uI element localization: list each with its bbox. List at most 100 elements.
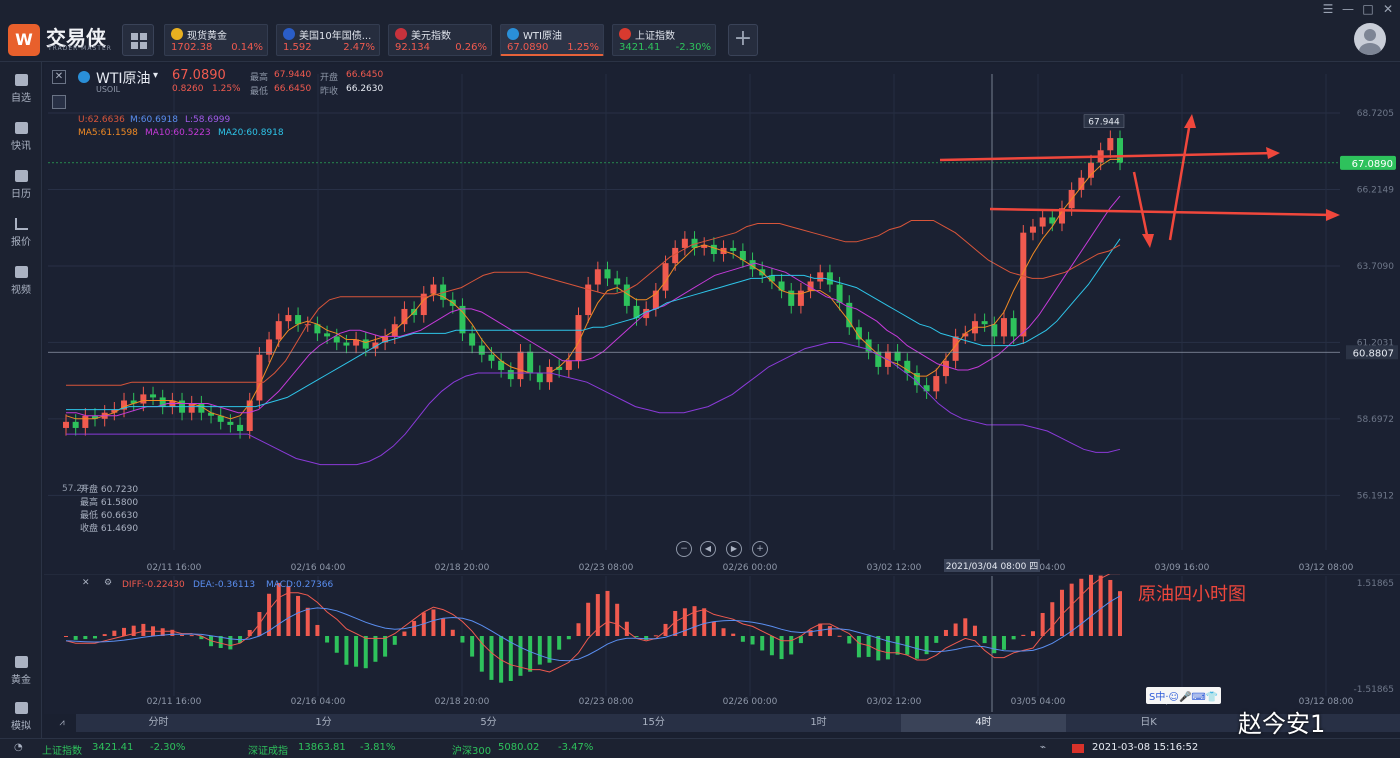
scroll-left-button[interactable]: ◀ <box>700 541 716 557</box>
quote-card-3[interactable]: WTI原油 67.0890 1.25% <box>500 24 604 56</box>
candle-body[interactable] <box>314 324 321 334</box>
candle-body[interactable] <box>1000 318 1007 337</box>
candle-body[interactable] <box>556 366 563 370</box>
candle-body[interactable] <box>701 244 708 248</box>
candle-body[interactable] <box>217 415 224 422</box>
candle-body[interactable] <box>92 415 99 419</box>
zoom-in-button[interactable]: + <box>752 541 768 557</box>
avatar[interactable] <box>1354 23 1386 55</box>
candle-body[interactable] <box>420 293 427 316</box>
indicator-tool-icon[interactable]: ⩘ <box>59 718 65 728</box>
candle-body[interactable] <box>952 336 959 361</box>
candle-body[interactable] <box>1058 208 1065 224</box>
candle-body[interactable] <box>681 238 688 248</box>
chart-area[interactable]: 68.7205 66.2149 63.7090 61.2031 58.6972 56.19… <box>44 64 1400 714</box>
candle-body[interactable] <box>575 315 582 361</box>
candle-body[interactable] <box>730 247 737 251</box>
candle-body[interactable] <box>817 272 824 282</box>
candle-body[interactable] <box>594 269 601 285</box>
sidebar-item-quotes[interactable]: 报价 <box>0 218 42 248</box>
candle-body[interactable] <box>933 376 940 392</box>
period-tab-0[interactable]: 分时 <box>148 717 169 728</box>
candle-body[interactable] <box>324 333 331 337</box>
symbol-dropdown-icon[interactable]: ▾ <box>153 70 159 81</box>
candle-body[interactable] <box>1107 138 1114 151</box>
candle-body[interactable] <box>981 321 988 325</box>
status-index-name-1[interactable]: 深证成指 <box>248 746 288 757</box>
candle-body[interactable] <box>875 351 882 367</box>
candle-body[interactable] <box>749 260 756 270</box>
candle-body[interactable] <box>343 342 350 346</box>
candle-body[interactable] <box>739 250 746 261</box>
candle-body[interactable] <box>546 366 553 383</box>
candle-body[interactable] <box>585 284 592 316</box>
candle-body[interactable] <box>266 339 273 355</box>
quote-card-4[interactable]: 上证指数 3421.41 -2.30% <box>612 24 716 56</box>
candle-body[interactable] <box>430 284 437 294</box>
candle-body[interactable] <box>295 315 302 325</box>
candle-body[interactable] <box>372 342 379 349</box>
macd-chart[interactable]: 02/11 16:00 02/16 04:00 02/18 20:00 02/23 0… <box>44 574 1400 714</box>
candle-body[interactable] <box>942 360 949 377</box>
candle-body[interactable] <box>807 281 814 291</box>
add-symbol-button[interactable]: + <box>728 24 758 56</box>
candle-body[interactable] <box>788 290 795 306</box>
ime-toolbar[interactable]: S中·☺🎤⌨👕 <box>1146 687 1222 704</box>
candle-body[interactable] <box>1117 138 1123 163</box>
close-chart-icon[interactable]: ✕ <box>52 70 66 84</box>
candle-body[interactable] <box>768 275 775 282</box>
candle-body[interactable] <box>159 397 166 407</box>
minimize-icon[interactable]: — <box>1342 2 1354 16</box>
sidebar-item-simulate[interactable]: 模拟 <box>0 702 42 732</box>
quote-card-0[interactable]: 现货黄金 1702.38 0.14% <box>164 24 268 56</box>
candle-body[interactable] <box>623 284 630 306</box>
candle-body[interactable] <box>826 272 833 285</box>
candle-body[interactable] <box>904 360 911 374</box>
candle-body[interactable] <box>478 345 485 355</box>
candle-body[interactable] <box>63 421 69 428</box>
candle-body[interactable] <box>991 324 998 337</box>
candle-body[interactable] <box>536 373 543 383</box>
candle-body[interactable] <box>1029 226 1036 233</box>
candle-body[interactable] <box>913 373 920 386</box>
candle-body[interactable] <box>111 409 118 413</box>
candle-body[interactable] <box>401 308 408 325</box>
candle-body[interactable] <box>227 421 234 425</box>
zoom-out-button[interactable]: − <box>676 541 692 557</box>
candle-body[interactable] <box>275 321 282 340</box>
candle-body[interactable] <box>691 238 698 248</box>
candle-body[interactable] <box>256 354 263 401</box>
quote-card-1[interactable]: 美国10年国债... 1.592 2.47% <box>276 24 380 56</box>
candle-body[interactable] <box>565 360 572 370</box>
candle-body[interactable] <box>846 302 853 328</box>
candle-body[interactable] <box>285 315 292 322</box>
symbol-name[interactable]: WTI原油 <box>96 71 151 87</box>
candle-body[interactable] <box>884 351 891 367</box>
sidebar-item-calendar[interactable]: 日历 <box>0 170 42 200</box>
candle-body[interactable] <box>1010 318 1017 337</box>
candle-body[interactable] <box>488 354 495 361</box>
period-tab-5[interactable]: 4时 <box>901 714 1066 732</box>
candle-body[interactable] <box>1039 217 1046 227</box>
macd-close-icon[interactable]: ✕ <box>82 578 90 588</box>
candle-body[interactable] <box>246 400 253 431</box>
period-tab-4[interactable]: 1时 <box>810 717 827 728</box>
candle-body[interactable] <box>894 351 901 361</box>
candlestick-chart[interactable]: 68.7205 66.2149 63.7090 61.2031 58.6972 56.19… <box>44 64 1400 572</box>
candle-body[interactable] <box>188 403 195 413</box>
status-index-name-0[interactable]: 上证指数 <box>42 746 82 757</box>
candle-body[interactable] <box>923 385 930 392</box>
candle-body[interactable] <box>382 336 389 343</box>
signal-icon[interactable]: ⌁ <box>1040 742 1047 753</box>
candle-body[interactable] <box>469 333 476 346</box>
menu-icon[interactable]: ☰ <box>1322 2 1334 16</box>
candle-body[interactable] <box>507 369 514 380</box>
status-index-name-2[interactable]: 沪深300 <box>452 746 492 757</box>
candle-body[interactable] <box>208 412 215 416</box>
candle-body[interactable] <box>198 403 205 413</box>
candle-body[interactable] <box>82 415 89 428</box>
candle-body[interactable] <box>855 327 862 340</box>
macd-settings-icon[interactable]: ⚙ <box>104 578 113 588</box>
sidebar-item-watchlist[interactable]: 自选 <box>0 74 42 104</box>
candle-body[interactable] <box>1078 177 1085 190</box>
